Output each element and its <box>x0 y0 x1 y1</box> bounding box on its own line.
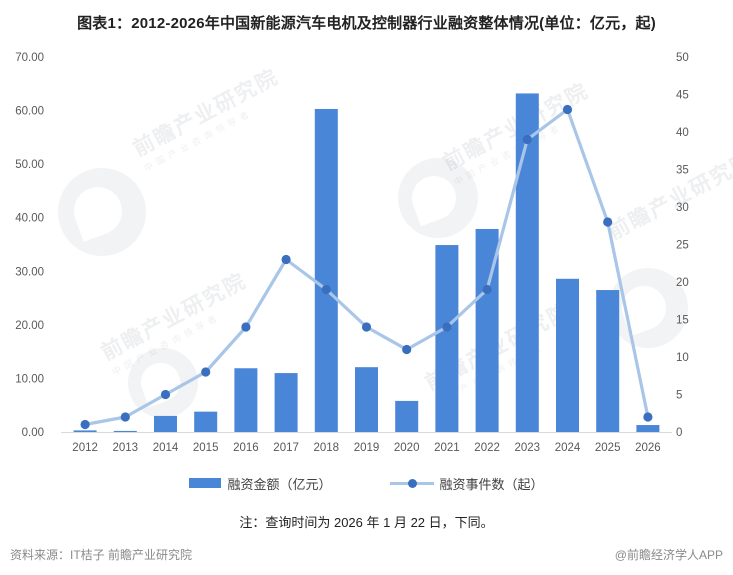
line-marker-2017 <box>281 254 291 265</box>
x-axis-label-2026: 2026 <box>635 442 661 454</box>
bar-series-label: 融资金额（亿元） <box>227 476 332 492</box>
x-axis-label-2015: 2015 <box>193 442 219 454</box>
line-marker-2025 <box>603 217 613 227</box>
x-axis-label-2012: 2012 <box>72 442 98 454</box>
left-axis-tick-label: 20.00 <box>15 320 44 332</box>
line-series-label: 融资事件数（起） <box>439 476 544 492</box>
line-marker-2023 <box>522 134 532 145</box>
chart-note: 注：查询时间为 2026 年 1 月 22 日，下同。 <box>239 515 494 530</box>
left-axis-tick-label: 50.00 <box>15 159 44 171</box>
x-axis-label-2020: 2020 <box>394 442 420 454</box>
line-marker-2026 <box>643 412 653 422</box>
left-axis-tick-label: 10.00 <box>15 373 44 385</box>
bar-2016 <box>234 368 258 432</box>
line-marker-2021 <box>442 322 452 332</box>
x-axis-label-2021: 2021 <box>434 442 460 454</box>
bar-2026 <box>636 425 660 432</box>
line-marker-2015 <box>201 367 211 377</box>
x-axis-label-2013: 2013 <box>113 442 139 454</box>
chart-legend: 融资金额（亿元） 融资事件数（起） <box>0 472 733 494</box>
chart-title: 图表1：2012-2026年中国新能源汽车电机及控制器行业融资整体情况(单位：亿… <box>77 15 656 32</box>
line-marker-2020 <box>402 344 412 355</box>
line-marker-2024 <box>562 104 573 115</box>
line-marker-2019 <box>361 322 372 332</box>
left-axis-tick-label: 40.00 <box>15 213 44 225</box>
right-axis-tick-label: 35 <box>676 165 689 177</box>
bar-2015 <box>194 411 218 432</box>
line-marker-2018 <box>321 284 331 295</box>
right-axis-tick-label: 40 <box>676 127 689 139</box>
bar-2013 <box>113 430 137 432</box>
x-axis-label-2016: 2016 <box>233 442 259 454</box>
chart-footer: 资料来源：IT桔子 前瞻产业研究院 @前瞻经济学人APP <box>10 546 723 563</box>
bar-2025 <box>596 290 620 432</box>
line-marker-2012 <box>80 419 90 430</box>
data-source: 资料来源：IT桔子 前瞻产业研究院 <box>10 548 192 562</box>
x-axis-label-2023: 2023 <box>515 442 541 454</box>
bar-2023 <box>515 93 539 432</box>
right-axis-tick-label: 50 <box>676 52 689 64</box>
x-axis-label-2019: 2019 <box>354 442 380 454</box>
line-marker-2013 <box>120 412 130 422</box>
x-axis-label-2017: 2017 <box>273 442 299 454</box>
x-axis-label-2024: 2024 <box>555 442 581 454</box>
line-swatch-marker-icon <box>407 479 417 488</box>
right-axis-tick-label: 10 <box>676 352 689 364</box>
credit: @前瞻经济学人APP <box>614 548 723 562</box>
line-series-swatch <box>389 477 434 489</box>
bar-2022 <box>475 228 499 432</box>
left-axis-tick-label: 70.00 <box>15 52 44 64</box>
right-axis-tick-label: 30 <box>676 202 689 214</box>
bar-2021 <box>435 245 459 432</box>
left-axis-tick-label: 0.00 <box>22 427 44 439</box>
right-axis-tick-label: 15 <box>676 315 689 327</box>
bar-2012 <box>73 430 97 432</box>
bar-2020 <box>395 400 419 432</box>
right-axis-tick-label: 5 <box>676 390 682 402</box>
legend-item-bar-series: 融资金额（亿元） <box>189 474 332 493</box>
bar-2014 <box>154 415 177 432</box>
bar-2024 <box>556 278 579 432</box>
right-axis-tick-label: 25 <box>676 240 689 252</box>
x-axis-label-2022: 2022 <box>474 442 500 454</box>
bar-2019 <box>355 367 378 432</box>
right-axis-tick-label: 0 <box>676 427 682 439</box>
combo-chart: 0.00 10.00 20.00 30.00 40.00 50.00 60.00 70.00 0… <box>15 52 689 454</box>
line-marker-2022 <box>482 284 492 295</box>
legend-item-line-series: 融资事件数（起） <box>389 474 544 493</box>
right-axis-tick-label: 45 <box>676 90 689 102</box>
line-marker-2014 <box>160 389 171 400</box>
left-axis-tick-label: 60.00 <box>15 106 44 118</box>
left-axis-tick-label: 30.00 <box>15 266 44 278</box>
x-axis-label-2018: 2018 <box>314 442 340 454</box>
chart-area: 0.00 10.00 20.00 30.00 40.00 50.00 60.00 70.00 0… <box>0 40 733 470</box>
bar-2017 <box>274 373 298 432</box>
line-marker-2016 <box>241 322 251 332</box>
bar-2018 <box>314 108 338 432</box>
x-axis-label-2014: 2014 <box>153 442 179 454</box>
x-axis-label-2025: 2025 <box>595 442 621 454</box>
bar-series-swatch <box>189 478 222 488</box>
right-axis-tick-label: 20 <box>676 277 689 289</box>
